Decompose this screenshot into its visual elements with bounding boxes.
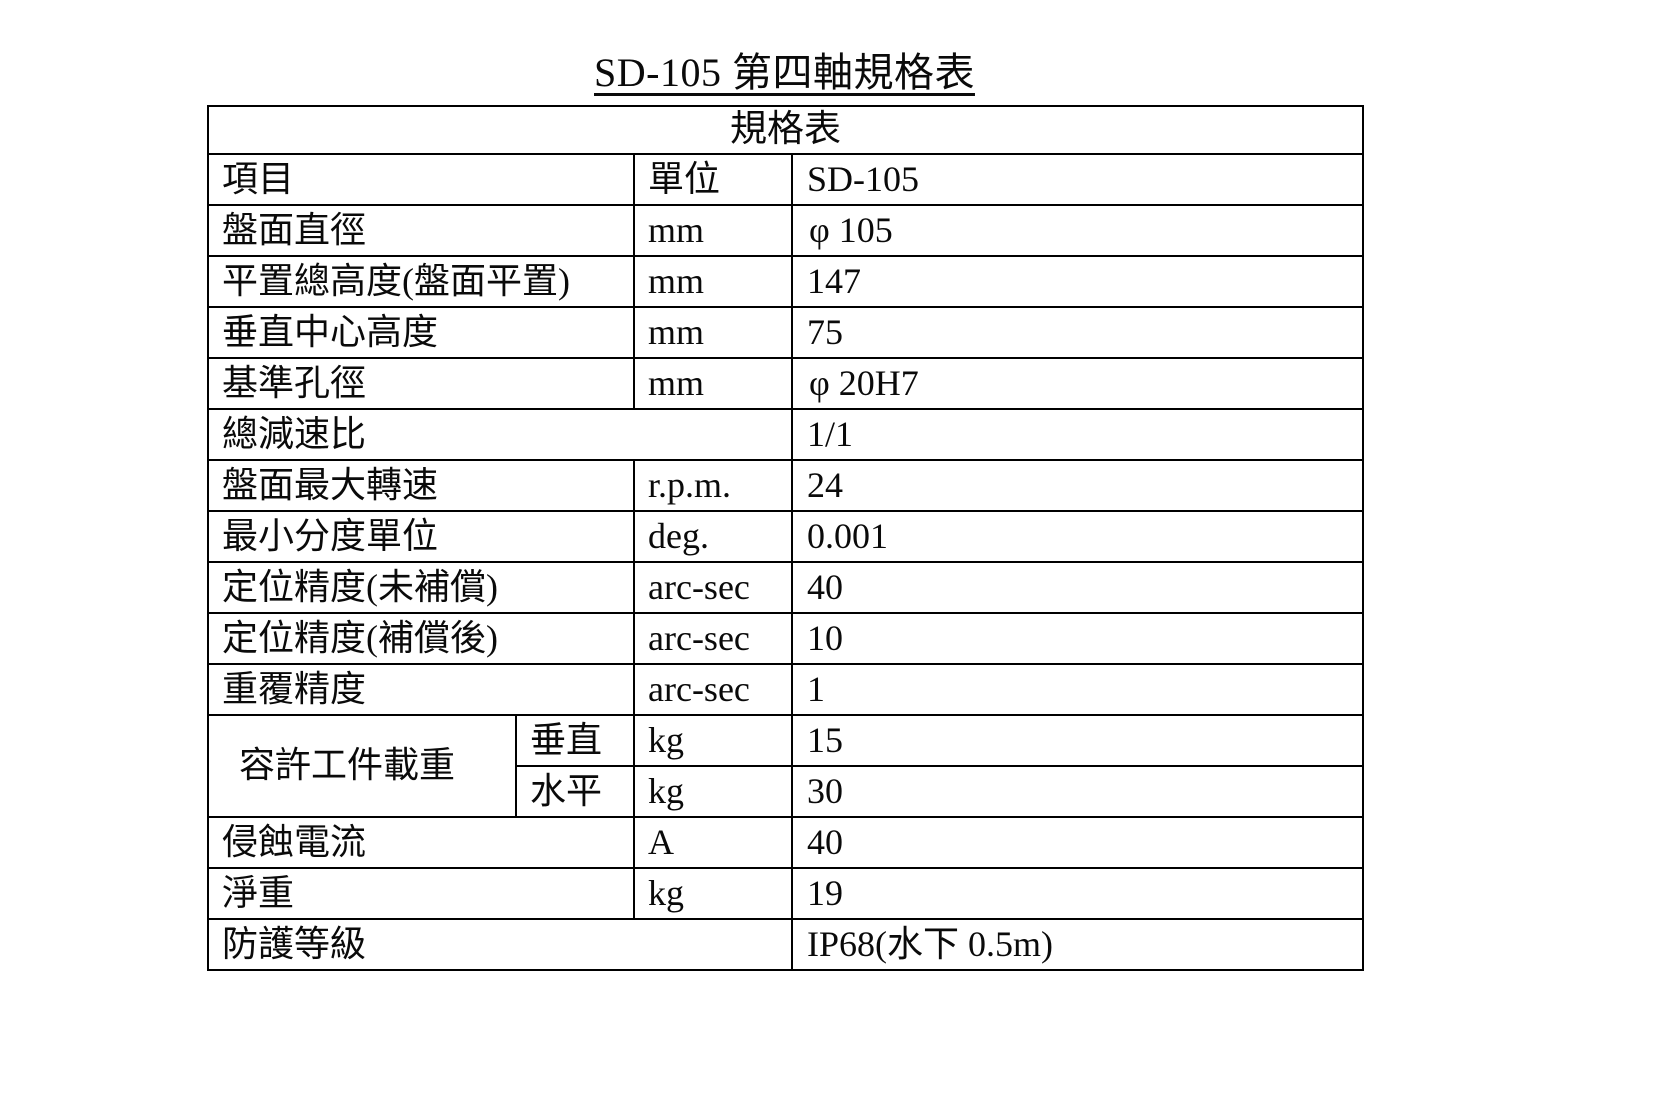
row-unit: mm	[633, 255, 793, 308]
row-label: 淨重	[207, 867, 635, 920]
row-unit: kg	[633, 714, 793, 767]
row-label: 重覆精度	[207, 663, 635, 716]
page-title-text: SD-105 第四軸規格表	[594, 50, 975, 95]
row-label: 定位精度(補償後)	[207, 612, 635, 665]
load-orientation: 水平	[515, 765, 635, 818]
header-model-value: SD-105	[791, 153, 1364, 206]
spec-row-load-vertical: 容許工件載重 垂直 kg 15	[207, 714, 1364, 818]
spec-row-reduction-ratio: 總減速比 1/1	[207, 408, 1364, 461]
row-label: 平置總高度(盤面平置)	[207, 255, 635, 308]
row-value: 147	[791, 255, 1364, 308]
row-unit: kg	[633, 765, 793, 818]
spec-row-net-weight: 淨重 kg 19	[207, 867, 1364, 920]
row-value: φ 105	[791, 204, 1364, 257]
row-label: 盤面直徑	[207, 204, 635, 257]
row-unit: mm	[633, 357, 793, 410]
row-unit: r.p.m.	[633, 459, 793, 512]
row-label: 盤面最大轉速	[207, 459, 635, 512]
row-unit: deg.	[633, 510, 793, 563]
spec-table: 規格表 項目 單位 SD-105 盤面直徑 mm φ 105 平置總高度(盤面平…	[207, 105, 1364, 971]
row-label: 總減速比	[207, 408, 793, 461]
row-unit: arc-sec	[633, 561, 793, 614]
row-value: 40	[791, 561, 1364, 614]
document-page: SD-105 第四軸規格表 規格表 項目 單位 SD-105 盤面直徑 mm	[207, 50, 1364, 971]
spec-row-min-increment: 最小分度單位 deg. 0.001	[207, 510, 1364, 563]
load-group-label: 容許工件載重	[207, 714, 517, 818]
row-value: 30	[791, 765, 1364, 818]
row-value: 75	[791, 306, 1364, 359]
row-label: 防護等級	[207, 918, 793, 971]
row-value: 1/1	[791, 408, 1364, 461]
row-label: 侵蝕電流	[207, 816, 635, 869]
row-label: 定位精度(未補償)	[207, 561, 635, 614]
row-unit: kg	[633, 867, 793, 920]
table-header-row: 項目 單位 SD-105	[207, 153, 1364, 206]
row-value: 1	[791, 663, 1364, 716]
row-value: 10	[791, 612, 1364, 665]
row-unit: mm	[633, 204, 793, 257]
spec-row-load-horizontal: 水平 kg 30	[208, 765, 1364, 818]
row-unit: arc-sec	[633, 612, 793, 665]
spec-row-erosion-current: 侵蝕電流 A 40	[207, 816, 1364, 869]
header-unit-label: 單位	[633, 153, 793, 206]
row-value: IP68(水下 0.5m)	[791, 918, 1364, 971]
row-value: 19	[791, 867, 1364, 920]
row-value: 24	[791, 459, 1364, 512]
header-item-label: 項目	[207, 153, 635, 206]
spec-row-disc-diameter: 盤面直徑 mm φ 105	[207, 204, 1364, 257]
page-title: SD-105 第四軸規格表	[207, 50, 1362, 96]
row-value: 0.001	[791, 510, 1364, 563]
spec-row-accuracy-uncompensated: 定位精度(未補償) arc-sec 40	[207, 561, 1364, 614]
spec-row-repeatability: 重覆精度 arc-sec 1	[207, 663, 1364, 716]
row-value: 40	[791, 816, 1364, 869]
row-unit: arc-sec	[633, 663, 793, 716]
spec-row-center-height: 垂直中心高度 mm 75	[207, 306, 1364, 359]
spec-row-protection-rating: 防護等級 IP68(水下 0.5m)	[207, 918, 1364, 971]
row-value: φ 20H7	[791, 357, 1364, 410]
row-label: 垂直中心高度	[207, 306, 635, 359]
spec-row-bore-diameter: 基準孔徑 mm φ 20H7	[207, 357, 1364, 410]
row-unit: A	[633, 816, 793, 869]
spec-row-accuracy-compensated: 定位精度(補償後) arc-sec 10	[207, 612, 1364, 665]
table-caption: 規格表	[207, 105, 1364, 155]
spec-row-max-speed: 盤面最大轉速 r.p.m. 24	[207, 459, 1364, 512]
row-value: 15	[791, 714, 1364, 767]
row-label: 基準孔徑	[207, 357, 635, 410]
load-orientation: 垂直	[515, 714, 635, 767]
table-caption-row: 規格表	[207, 105, 1364, 155]
spec-row-total-height: 平置總高度(盤面平置) mm 147	[207, 255, 1364, 308]
row-unit: mm	[633, 306, 793, 359]
row-label: 最小分度單位	[207, 510, 635, 563]
